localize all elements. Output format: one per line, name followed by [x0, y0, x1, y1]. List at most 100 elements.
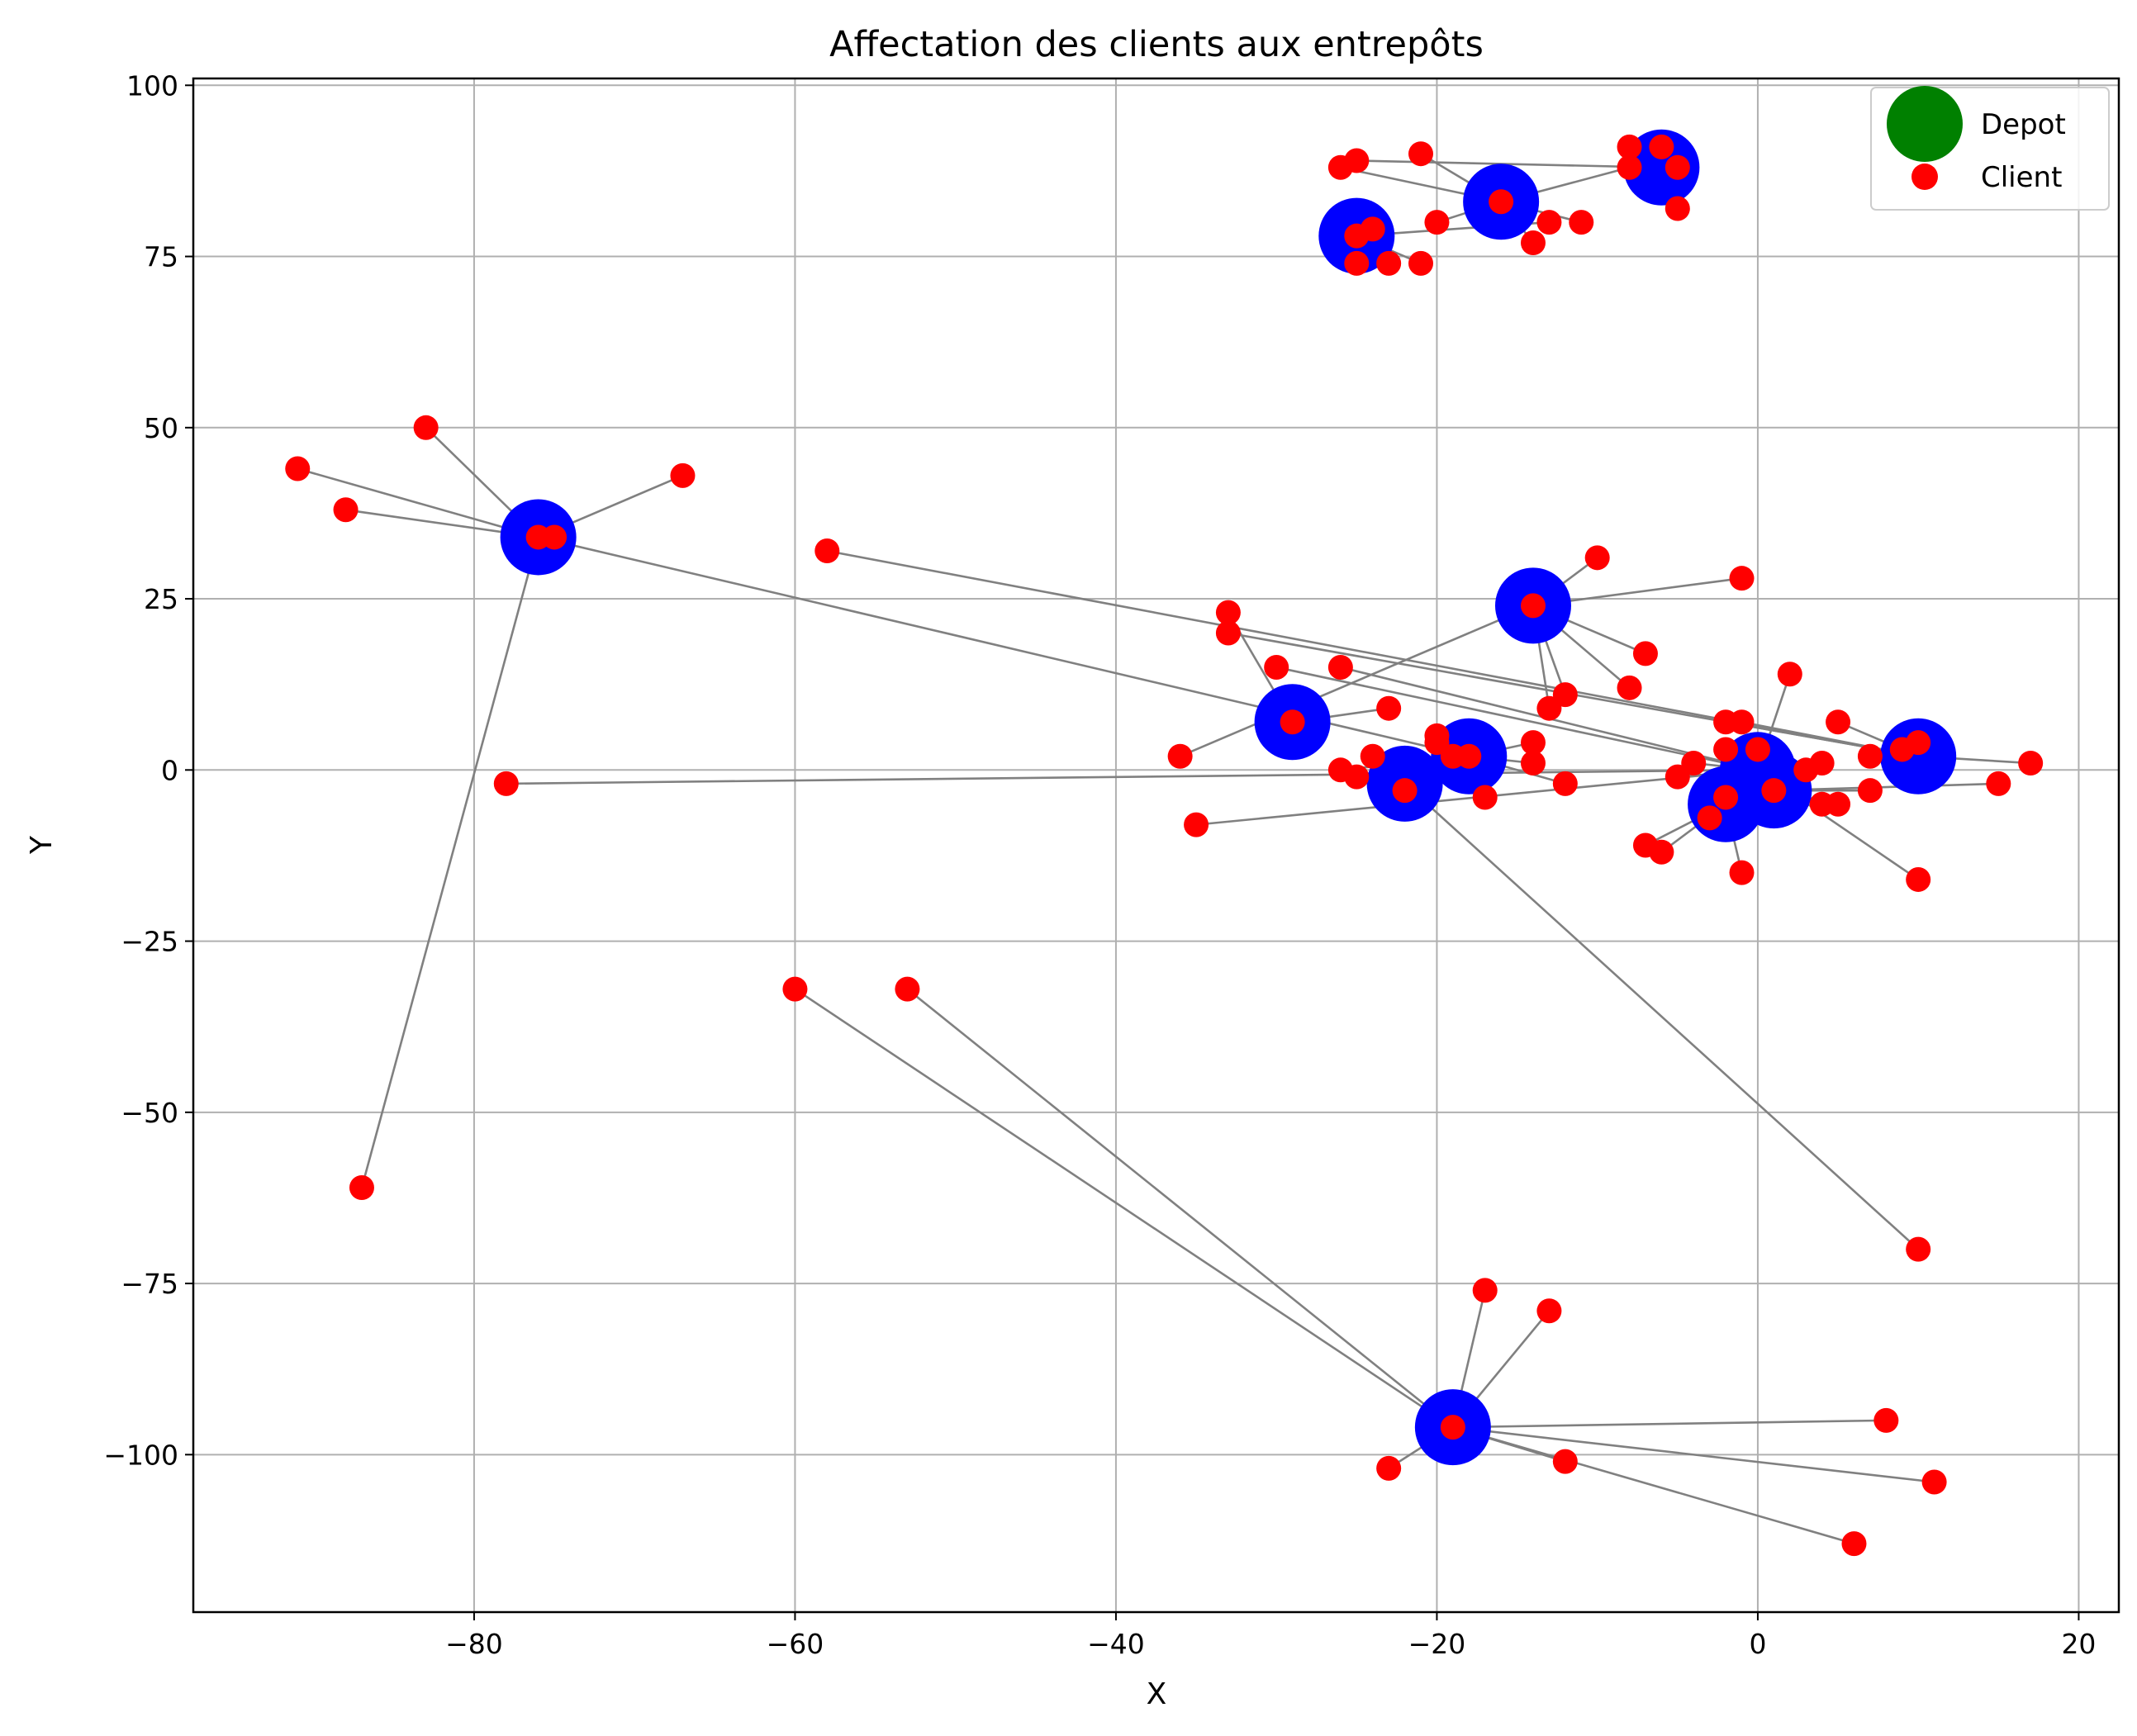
client-marker: [1729, 709, 1755, 735]
assignment-link: [1452, 1425, 1935, 1483]
client-marker: [1376, 250, 1402, 276]
client-marker: [349, 1175, 374, 1201]
client-marker: [1649, 839, 1674, 865]
x-tick-label: −80: [445, 1628, 503, 1660]
client-marker: [1344, 223, 1370, 249]
client-marker: [1632, 641, 1658, 666]
assignment-link: [1275, 666, 1759, 771]
y-tick-label: −50: [121, 1097, 178, 1129]
x-tick-label: −60: [767, 1628, 824, 1660]
client-marker: [1376, 1455, 1402, 1481]
client-marker: [1440, 1415, 1465, 1440]
y-tick-label: −25: [121, 926, 178, 958]
client-marker: [1664, 196, 1690, 221]
client-marker: [1906, 730, 1931, 756]
client-marker: [1392, 778, 1418, 804]
assignment-link: [506, 769, 1758, 785]
y-tick-label: 25: [144, 583, 178, 615]
x-tick-label: −20: [1408, 1628, 1466, 1660]
client-marker: [1472, 1278, 1498, 1303]
x-tick-label: 20: [2061, 1628, 2096, 1660]
client-marker: [2018, 751, 2044, 776]
client-marker: [1664, 154, 1690, 180]
client-marker: [493, 771, 519, 796]
client-marker: [1264, 654, 1289, 680]
client-marker: [670, 462, 696, 488]
client-marker: [1184, 812, 1209, 837]
y-tick-label: −75: [121, 1268, 178, 1300]
x-tick-label: −40: [1087, 1628, 1145, 1660]
client-marker: [1617, 154, 1642, 180]
client-marker: [1713, 737, 1739, 762]
client-marker: [1520, 593, 1546, 619]
client-marker: [1167, 743, 1193, 769]
client-marker: [1344, 764, 1370, 790]
client-marker: [1617, 675, 1642, 700]
client-marker: [333, 497, 359, 523]
client-marker: [1520, 730, 1546, 756]
assignment-link: [1452, 1425, 1854, 1545]
client-marker: [1440, 743, 1465, 769]
client-marker: [814, 538, 840, 564]
client-marker: [1327, 654, 1353, 680]
assignment-link: [1180, 605, 1534, 757]
client-marker: [1826, 709, 1851, 735]
legend-depot-label: Depot: [1981, 108, 2066, 141]
y-tick-label: 100: [126, 69, 178, 102]
client-marker: [1793, 757, 1819, 783]
client-marker: [1857, 778, 1883, 804]
client-marker: [1777, 662, 1802, 687]
client-marker: [1408, 141, 1434, 167]
y-tick-label: −100: [103, 1439, 178, 1471]
legend-client-marker: [1911, 164, 1938, 190]
client-marker: [1536, 695, 1562, 721]
assignment-link: [360, 537, 539, 1188]
client-marker: [1697, 805, 1722, 831]
client-marker: [895, 976, 920, 1002]
client-marker: [1536, 1298, 1562, 1324]
client-marker: [1857, 743, 1883, 769]
chart-title: Affectation des clients aux entrepôts: [829, 24, 1484, 65]
client-marker: [1344, 148, 1370, 173]
client-marker: [1489, 189, 1514, 215]
axis-ticks: −80 −60 −40 −20 0 20 −100 −75 −50 −25 0 25 50 75 100: [103, 69, 2096, 1660]
client-marker: [1906, 866, 1931, 892]
x-axis-title: X: [1147, 1677, 1167, 1711]
warehouse-marker: [1623, 129, 1700, 206]
client-marker: [1424, 210, 1450, 235]
client-marker: [525, 524, 551, 550]
client-marker: [1376, 695, 1402, 721]
x-tick-label: 0: [1749, 1628, 1766, 1660]
client-marker: [1745, 737, 1770, 762]
client-marker: [285, 456, 311, 481]
client-marker: [1408, 250, 1434, 276]
client-marker: [1215, 620, 1241, 646]
client-marker: [1552, 771, 1578, 796]
legend-depot-marker: [1887, 86, 1963, 162]
client-marker: [1584, 545, 1610, 571]
client-marker: [1649, 134, 1674, 159]
client-marker: [1520, 230, 1546, 255]
client-marker: [1729, 566, 1755, 591]
legend-client-label: Client: [1981, 161, 2062, 194]
client-marker: [1520, 751, 1546, 776]
assignment-link: [297, 467, 539, 538]
grid: [193, 78, 2119, 1612]
client-marker: [1873, 1407, 1899, 1433]
client-marker: [1906, 1236, 1931, 1262]
client-markers: [285, 134, 2044, 1557]
client-marker: [782, 976, 808, 1002]
client-marker: [1664, 764, 1690, 790]
y-axis-title: Y: [25, 835, 59, 855]
client-marker: [1761, 778, 1787, 804]
client-marker: [1360, 743, 1385, 769]
client-marker: [1729, 860, 1755, 885]
client-marker: [413, 415, 439, 440]
client-marker: [1921, 1469, 1947, 1495]
client-marker: [1713, 785, 1739, 810]
assignment-link: [1356, 159, 1662, 169]
client-marker: [1569, 210, 1594, 235]
warehouse-marker: [1880, 718, 1957, 794]
